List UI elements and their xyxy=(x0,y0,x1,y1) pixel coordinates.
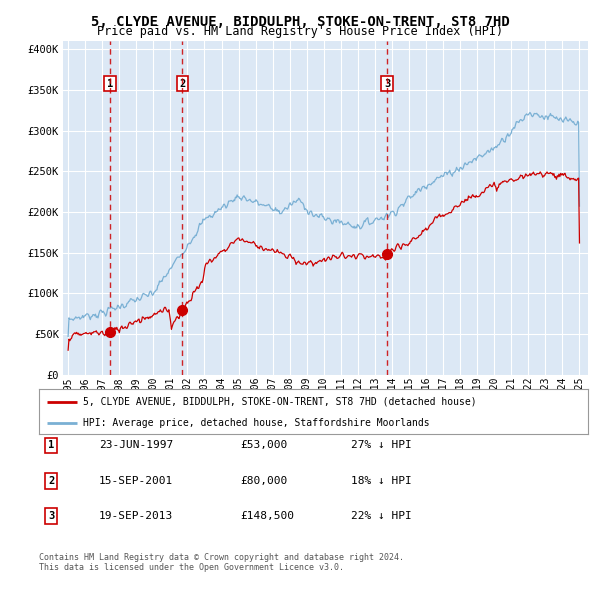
Text: 5, CLYDE AVENUE, BIDDULPH, STOKE-ON-TRENT, ST8 7HD (detached house): 5, CLYDE AVENUE, BIDDULPH, STOKE-ON-TREN… xyxy=(83,397,476,407)
Text: 27% ↓ HPI: 27% ↓ HPI xyxy=(351,441,412,450)
Text: 1: 1 xyxy=(107,78,113,88)
Text: 2: 2 xyxy=(48,476,54,486)
Text: Contains HM Land Registry data © Crown copyright and database right 2024.: Contains HM Land Registry data © Crown c… xyxy=(39,553,404,562)
Text: 18% ↓ HPI: 18% ↓ HPI xyxy=(351,476,412,486)
Text: 23-JUN-1997: 23-JUN-1997 xyxy=(99,441,173,450)
Text: This data is licensed under the Open Government Licence v3.0.: This data is licensed under the Open Gov… xyxy=(39,563,344,572)
Text: £148,500: £148,500 xyxy=(240,512,294,521)
Text: £53,000: £53,000 xyxy=(240,441,287,450)
Text: 2: 2 xyxy=(179,78,185,88)
Text: 15-SEP-2001: 15-SEP-2001 xyxy=(99,476,173,486)
Text: 3: 3 xyxy=(384,78,390,88)
Text: 3: 3 xyxy=(48,512,54,521)
Text: 19-SEP-2013: 19-SEP-2013 xyxy=(99,512,173,521)
Text: 1: 1 xyxy=(48,441,54,450)
Text: 5, CLYDE AVENUE, BIDDULPH, STOKE-ON-TRENT, ST8 7HD: 5, CLYDE AVENUE, BIDDULPH, STOKE-ON-TREN… xyxy=(91,15,509,29)
Text: HPI: Average price, detached house, Staffordshire Moorlands: HPI: Average price, detached house, Staf… xyxy=(83,418,430,428)
Text: £80,000: £80,000 xyxy=(240,476,287,486)
Text: 22% ↓ HPI: 22% ↓ HPI xyxy=(351,512,412,521)
Text: Price paid vs. HM Land Registry's House Price Index (HPI): Price paid vs. HM Land Registry's House … xyxy=(97,25,503,38)
